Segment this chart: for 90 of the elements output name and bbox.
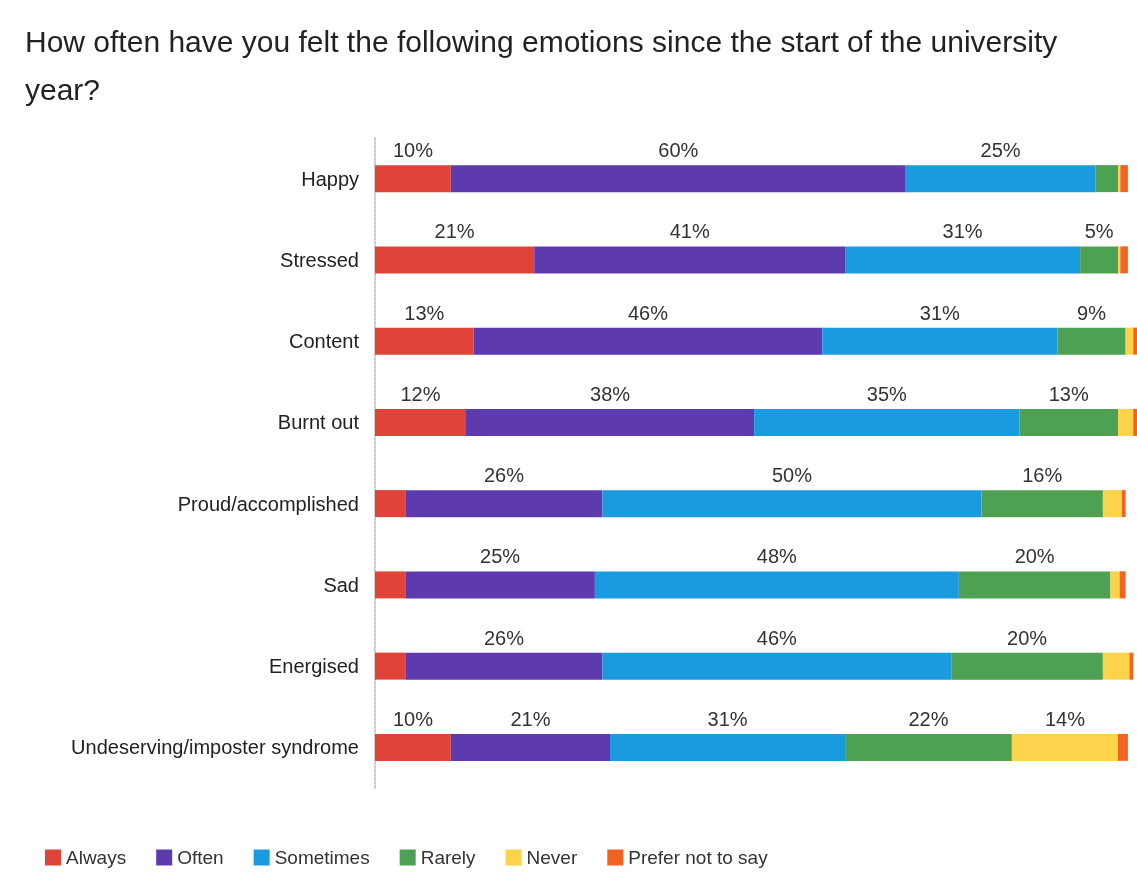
legend-label: Never xyxy=(526,847,578,868)
data-label: 9% xyxy=(1077,301,1107,324)
data-label: 16% xyxy=(1022,464,1063,487)
bar xyxy=(1118,733,1128,761)
bar xyxy=(473,327,823,355)
y-tick-label: Proud/accomplished xyxy=(177,492,359,515)
bar xyxy=(405,652,603,680)
data-label: 31% xyxy=(707,707,748,730)
bar xyxy=(610,733,846,761)
bar xyxy=(1102,490,1122,518)
legend-label: Always xyxy=(66,847,127,868)
data-label: 5% xyxy=(1084,220,1114,243)
bar xyxy=(1133,327,1137,355)
bar xyxy=(405,571,595,599)
bar xyxy=(1095,165,1119,193)
y-tick-label: Undeserving/imposter syndrome xyxy=(71,736,359,759)
bar xyxy=(951,652,1103,680)
bar xyxy=(845,733,1012,761)
legend-label: Prefer not to say xyxy=(628,847,769,868)
y-tick-label: Sad xyxy=(323,573,359,596)
data-label: 50% xyxy=(772,464,813,487)
data-label: 20% xyxy=(1014,545,1055,568)
data-label: 35% xyxy=(866,382,908,405)
bar xyxy=(450,733,611,761)
bar xyxy=(822,327,1058,355)
bar xyxy=(1120,165,1128,193)
bar xyxy=(1120,246,1128,274)
bar xyxy=(1119,571,1126,599)
bar xyxy=(465,408,755,436)
bar xyxy=(534,246,846,274)
bar xyxy=(375,165,451,193)
bar xyxy=(1129,652,1134,680)
legend-label: Often xyxy=(177,847,224,868)
y-tick-label: Burnt out xyxy=(277,411,360,434)
chart-title: How often have you felt the following emotions since the start of the university year? xyxy=(25,24,1066,106)
bar xyxy=(594,571,959,599)
y-tick-label: Energised xyxy=(268,655,359,678)
bar xyxy=(1133,408,1137,436)
data-label: 60% xyxy=(658,139,699,162)
bar xyxy=(1121,490,1126,518)
data-label: 25% xyxy=(480,545,521,568)
data-label: 25% xyxy=(980,139,1021,162)
bar xyxy=(375,652,406,680)
bar xyxy=(1019,408,1119,436)
data-label: 13% xyxy=(404,301,445,324)
data-label: 26% xyxy=(483,626,525,649)
data-label: 21% xyxy=(434,220,475,243)
bar xyxy=(1080,246,1119,274)
bar xyxy=(845,246,1081,274)
bar xyxy=(375,246,535,274)
data-label: 31% xyxy=(919,301,961,324)
legend-label: Rarely xyxy=(420,847,477,868)
data-label: 21% xyxy=(510,707,551,730)
data-label: 10% xyxy=(392,707,434,730)
data-label: 38% xyxy=(590,382,631,405)
bar xyxy=(754,408,1020,436)
y-tick-label: Stressed xyxy=(280,248,359,271)
data-label: 22% xyxy=(908,707,949,730)
bar xyxy=(375,571,406,599)
data-label: 20% xyxy=(1007,626,1048,649)
data-label: 48% xyxy=(756,545,798,568)
data-label: 12% xyxy=(400,382,441,405)
data-label: 46% xyxy=(756,626,798,649)
data-label: 13% xyxy=(1048,382,1089,405)
bar xyxy=(375,490,406,518)
bar xyxy=(405,490,603,518)
bar xyxy=(602,490,982,518)
data-label: 41% xyxy=(669,220,710,243)
legend-label: Sometimes xyxy=(274,847,370,868)
bar xyxy=(1110,571,1120,599)
bar xyxy=(602,652,952,680)
bar xyxy=(981,490,1103,518)
bar xyxy=(1011,733,1119,761)
bar xyxy=(1057,327,1126,355)
data-label: 14% xyxy=(1044,707,1086,730)
bar xyxy=(375,327,474,355)
data-label: 46% xyxy=(627,301,669,324)
bar xyxy=(1125,327,1134,355)
data-label: 26% xyxy=(483,464,525,487)
bar xyxy=(375,408,466,436)
y-tick-label: Happy xyxy=(301,167,359,190)
bar xyxy=(958,571,1111,599)
bar xyxy=(1118,408,1134,436)
bar xyxy=(1102,652,1130,680)
data-label: 10% xyxy=(392,139,434,162)
data-label: 31% xyxy=(942,220,983,243)
y-tick-label: Content xyxy=(288,330,360,353)
bar xyxy=(450,165,906,193)
bar xyxy=(375,733,451,761)
bar xyxy=(905,165,1096,193)
